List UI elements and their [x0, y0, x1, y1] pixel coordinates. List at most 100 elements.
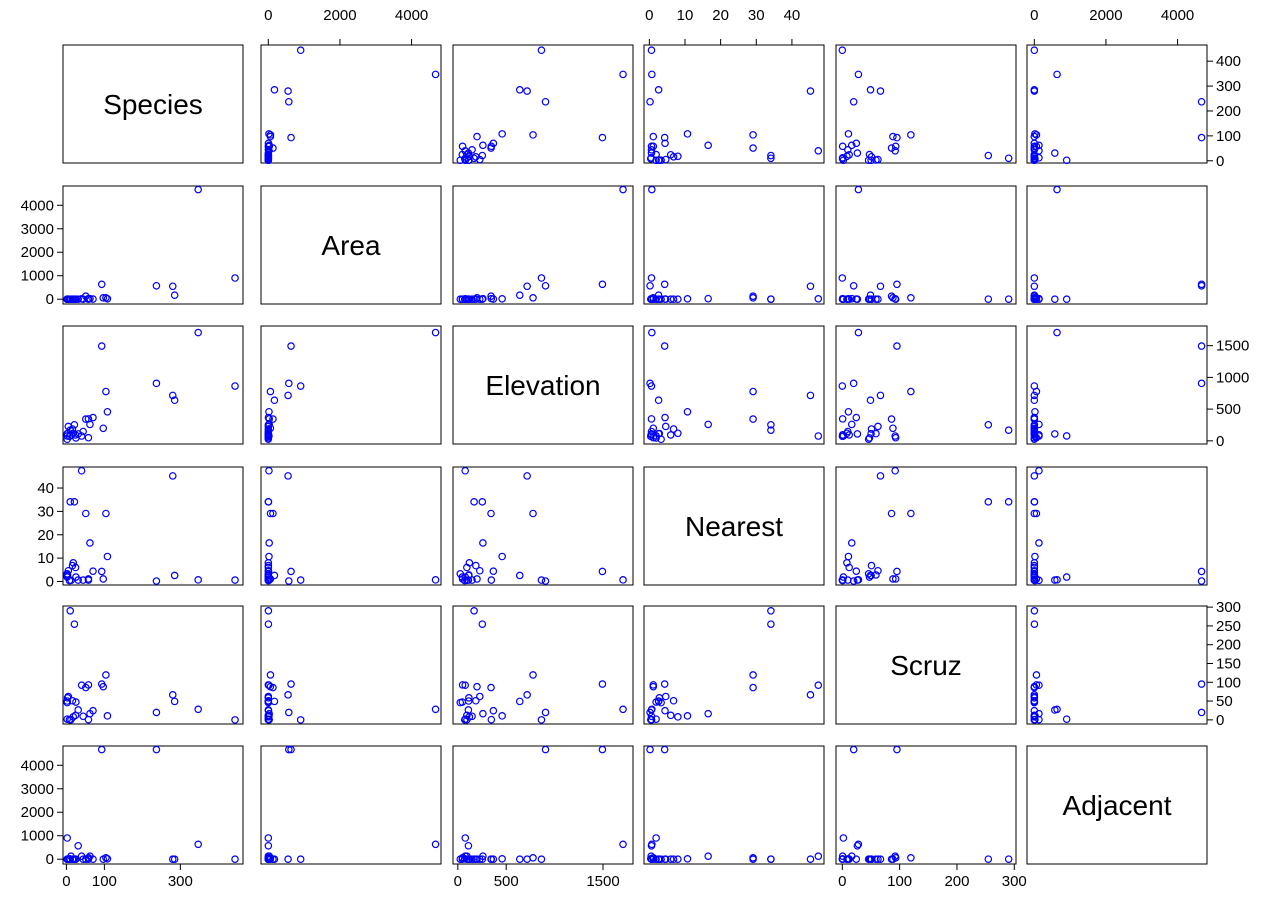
panel-nearest-vs-area-point [269, 509, 277, 518]
panel-elevation-vs-species-point [194, 328, 202, 337]
bottom-tick-label-elevation: 0 [454, 873, 462, 890]
panel-scruz-vs-area-point [431, 705, 440, 714]
panel-area-vs-species-point [170, 291, 179, 300]
panel-species-vs-elevation-frame [452, 44, 634, 164]
panel-scruz-vs-area-point [296, 716, 305, 724]
panel-area-vs-nearest-point [814, 294, 823, 303]
left-tick-label-adjacent: 2000 [21, 804, 54, 821]
top-tick-label-area: 2000 [323, 7, 356, 24]
panel-scruz-vs-elevation-point [619, 705, 627, 714]
panel-area-vs-elevation-point [478, 295, 487, 303]
panel-area-vs-elevation-frame [452, 185, 634, 305]
panel-species-vs-area-point [265, 141, 273, 150]
panel-species-vs-nearest-point [767, 154, 775, 163]
panel-species-vs-elevation-point [489, 139, 498, 148]
panel-elevation-vs-scruz-point [866, 396, 875, 405]
panel-elevation-vs-area-point [264, 435, 273, 444]
panel-elevation-vs-species-point [168, 391, 177, 400]
panel-elevation-vs-scruz-point [864, 435, 873, 444]
panel-scruz-vs-adjacent-point [1197, 680, 1206, 688]
panel-species-vs-nearest-point [683, 130, 692, 138]
panel-adjacent-vs-elevation-point [541, 745, 550, 754]
panel-adjacent-vs-species-point [231, 855, 239, 864]
panel-area-vs-species-point [97, 280, 106, 289]
right-tick-label-scruz: 200 [1216, 637, 1241, 654]
panel-elevation-vs-scruz-point [853, 430, 862, 438]
panel-nearest-vs-elevation-point [619, 576, 627, 584]
right-tick-label-species: 0 [1216, 153, 1224, 170]
panel-elevation-vs-area-point [264, 425, 273, 433]
left-tick-label-nearest: 40 [37, 480, 54, 497]
panel-elevation-vs-area-frame [260, 325, 442, 445]
panel-nearest-vs-adjacent-point [1031, 552, 1039, 561]
panel-nearest-vs-scruz-point [907, 509, 915, 518]
panel-adjacent-vs-nearest-point [749, 854, 757, 862]
panel-adjacent-vs-species-point [170, 855, 179, 864]
panel-adjacent-vs-species-point [79, 855, 87, 864]
panel-area-vs-elevation-point [598, 280, 607, 289]
top-tick-label-nearest: 0 [645, 7, 653, 24]
panel-nearest-vs-nearest-frame [643, 466, 825, 586]
panel-nearest-vs-adjacent-point [1030, 576, 1039, 584]
panel-area-vs-adjacent-point [1030, 295, 1039, 303]
left-tick-label-nearest: 20 [37, 527, 54, 544]
panel-elevation-vs-species-point [86, 420, 94, 429]
panel-adjacent-vs-adjacent-frame [1026, 745, 1208, 865]
panel-nearest-vs-scruz-point [889, 575, 897, 583]
panel-nearest-vs-adjacent-point [1030, 498, 1039, 506]
panel-nearest-vs-area-point [270, 571, 279, 580]
panel-scruz-vs-elevation-point [470, 607, 478, 615]
bottom-tick-label-species: 0 [62, 873, 70, 890]
panel-scruz-vs-species-point [67, 715, 75, 724]
panel-species-vs-scruz-point [874, 155, 882, 164]
panel-nearest-vs-species-point [86, 539, 94, 547]
panel-species-vs-scruz-point [907, 131, 915, 139]
panel-elevation-vs-area-point [285, 379, 293, 388]
panel-species-vs-nearest-point [654, 156, 663, 165]
panel-elevation-vs-nearest-point [749, 415, 757, 423]
panel-nearest-vs-species-point [79, 576, 87, 584]
panel-adjacent-vs-nearest-point [649, 854, 658, 862]
panel-species-vs-scruz-frame [835, 44, 1017, 164]
panel-scruz-vs-adjacent-point [1197, 708, 1206, 717]
panel-species-vs-area-point [284, 87, 292, 95]
panel-scruz-vs-species-point [68, 696, 77, 705]
panel-species-vs-area-point [285, 97, 293, 106]
panel-species-vs-scruz-point [889, 132, 897, 141]
panel-species-vs-scruz-point [887, 144, 896, 152]
panel-elevation-vs-species-point [103, 407, 112, 416]
panel-species-vs-area-point [270, 86, 279, 94]
panel-nearest-vs-scruz-point [852, 567, 861, 576]
panel-nearest-vs-area-point [265, 539, 273, 547]
panel-area-vs-species-point [152, 281, 161, 290]
panel-elevation-vs-scruz-point [1004, 426, 1013, 434]
panel-elevation-vs-area-point [287, 342, 295, 350]
panel-elevation-vs-scruz-point [893, 342, 901, 350]
panel-area-vs-adjacent-point [1053, 185, 1061, 194]
panel-nearest-vs-scruz-point [872, 571, 880, 579]
panel-scruz-vs-elevation-point [473, 682, 481, 691]
panel-species-vs-scruz-point [853, 149, 862, 157]
panel-nearest-vs-species-frame [62, 466, 244, 586]
panel-species-vs-nearest-point [806, 87, 815, 95]
panel-scruz-vs-area-point [269, 683, 277, 692]
panel-elevation-vs-species-point [152, 379, 161, 388]
panel-adjacent-vs-scruz-point [907, 854, 915, 862]
bottom-tick-label-species: 100 [92, 873, 117, 890]
panel-elevation-vs-area-point [266, 387, 275, 396]
panel-species-vs-scruz-point [876, 87, 885, 95]
right-tick-label-species: 100 [1216, 128, 1241, 145]
panel-scruz-vs-scruz-frame [835, 605, 1017, 725]
panel-elevation-vs-scruz-frame [835, 325, 1017, 445]
panel-elevation-vs-scruz-point [889, 424, 897, 433]
panel-species-vs-area-frame [260, 44, 442, 164]
panel-elevation-vs-scruz-point [865, 434, 874, 442]
panel-adjacent-vs-area-point [264, 841, 273, 850]
panel-elevation-vs-species-point [97, 342, 106, 350]
panel-adjacent-vs-scruz-point [852, 855, 861, 864]
panel-elevation-vs-scruz-point [852, 413, 861, 422]
panel-elevation-vs-nearest-point [647, 427, 656, 436]
panel-species-vs-adjacent-point [1051, 149, 1059, 157]
panel-nearest-vs-area-point [431, 576, 440, 584]
panel-adjacent-vs-scruz-point [853, 841, 862, 850]
